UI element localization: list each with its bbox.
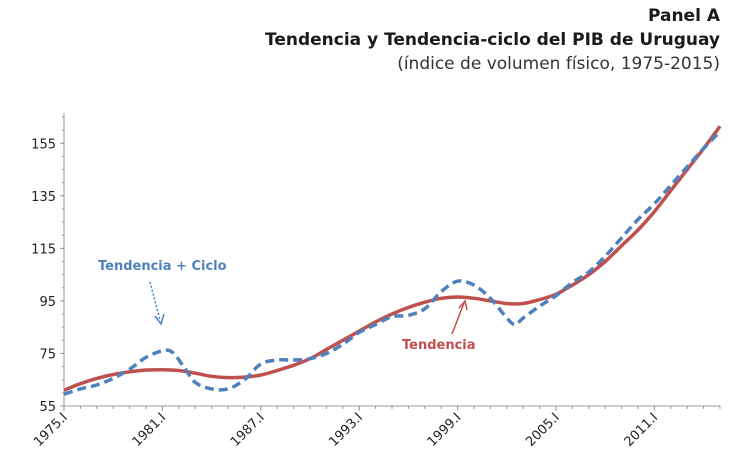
y-tick-label: 135 xyxy=(31,190,56,205)
y-axis-ticks: 55 75 95 115 135 155 xyxy=(31,116,64,415)
x-tick-label: 1981.I xyxy=(130,410,170,450)
annotation-arrow-ciclo xyxy=(149,281,161,321)
y-tick-label: 55 xyxy=(39,400,56,415)
chart-title: Tendencia y Tendencia-ciclo del PIB de U… xyxy=(265,30,720,50)
chart-subtitle: (índice de volumen físico, 1975-2015) xyxy=(397,54,720,74)
y-tick-label: 155 xyxy=(31,137,56,152)
annotation-tendencia: Tendencia xyxy=(402,338,476,353)
series-lines xyxy=(63,125,722,396)
x-axis-ticks: 1975.I 1981.I 1987.I 1993.I 1999.I 2005.I 2011… xyxy=(31,406,721,450)
panel-label: Panel A xyxy=(647,6,720,26)
annotations: Tendencia + Ciclo Tendencia xyxy=(98,259,476,353)
annotation-arrow-tendencia xyxy=(451,302,465,335)
x-tick-label: 1975.I xyxy=(31,410,71,450)
series-line-tendencia xyxy=(63,125,722,392)
x-tick-label: 1999.I xyxy=(425,410,465,450)
annotation-tendencia-ciclo: Tendencia + Ciclo xyxy=(98,259,227,274)
x-tick-label: 1987.I xyxy=(228,410,268,450)
annotation-arrowhead-tendencia xyxy=(458,299,468,311)
series-line-tendencia-ciclo xyxy=(63,130,722,396)
x-tick-label: 2011.I xyxy=(622,410,662,450)
y-tick-label: 95 xyxy=(39,295,56,310)
chart-title-block: Panel A Tendencia y Tendencia-ciclo del … xyxy=(265,4,720,76)
annotation-arrowhead-ciclo xyxy=(154,313,165,326)
y-tick-label: 115 xyxy=(31,242,56,257)
y-tick-label: 75 xyxy=(39,347,56,362)
x-tick-label: 1993.I xyxy=(326,410,366,450)
x-tick-label: 2005.I xyxy=(523,410,563,450)
